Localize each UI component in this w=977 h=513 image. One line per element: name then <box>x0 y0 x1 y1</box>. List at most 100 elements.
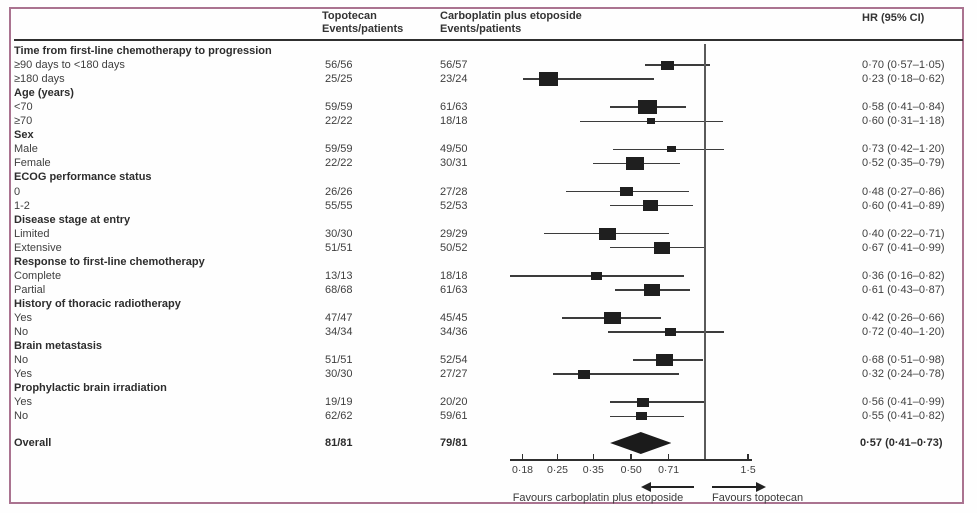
x-axis-tick <box>747 454 749 459</box>
row-topotecan-events: 56/56 <box>325 59 353 71</box>
row-label: No <box>14 354 29 367</box>
group-label-0: Time from first-line chemotherapy to pro… <box>14 45 272 57</box>
row-topotecan-events: 13/13 <box>325 269 353 282</box>
column-header-topotecan: Topotecan <box>322 10 377 22</box>
group-label-1: Age (years) <box>14 87 74 100</box>
hr-point-marker <box>664 328 676 336</box>
row-hr-value: 0·36 (0·16–0·82) <box>862 269 945 282</box>
overall-topotecan-events: 81/81 <box>325 437 353 449</box>
hr-point-marker <box>577 369 590 379</box>
x-axis-tick <box>521 454 524 459</box>
x-axis-tick-label: 0·71 <box>658 464 680 476</box>
x-axis-tick-label: 0·25 <box>546 464 568 476</box>
row-label: ≥90 days to <180 days <box>14 59 125 71</box>
hr-point-marker <box>635 412 647 421</box>
row-label: Partial <box>14 283 46 296</box>
row-label: Extensive <box>14 241 62 254</box>
row-label: Male <box>14 143 38 156</box>
row-label: Female <box>14 157 51 170</box>
row-label: <70 <box>14 101 33 114</box>
row-hr-value: 0·60 (0·41–0·89) <box>862 199 945 212</box>
row-topotecan-events: 19/19 <box>325 396 353 409</box>
x-axis-line <box>510 459 753 461</box>
row-carboplatin-events: 29/29 <box>440 227 468 240</box>
favours-left-arrow-line <box>650 486 694 488</box>
row-hr-value: 0·40 (0·22–0·71) <box>862 227 945 240</box>
ci-whisker <box>645 64 711 66</box>
row-hr-value: 0·60 (0·31–1·18) <box>862 115 945 128</box>
overall-diamond <box>610 432 672 454</box>
column-header-carboplatin: Carboplatin plus etoposide <box>440 10 582 22</box>
column-subheader-topotecan: Events/patients <box>322 23 404 35</box>
hr-point-marker <box>644 283 661 296</box>
row-hr-value: 0·55 (0·41–0·82) <box>862 410 945 423</box>
row-hr-value: 0·72 (0·40–1·20) <box>862 326 945 338</box>
row-label: 0 <box>14 185 21 198</box>
row-carboplatin-events: 61/63 <box>440 101 468 114</box>
group-label-7: Brain metastasis <box>14 340 103 353</box>
row-topotecan-events: 59/59 <box>325 101 353 114</box>
overall-label: Overall <box>14 437 52 449</box>
row-topotecan-events: 34/34 <box>325 326 353 338</box>
row-topotecan-events: 68/68 <box>325 283 353 296</box>
hr-point-marker <box>637 100 657 115</box>
row-carboplatin-events: 56/57 <box>440 59 468 71</box>
ci-whisker <box>610 415 684 418</box>
hr-point-marker <box>590 271 602 280</box>
row-carboplatin-events: 61/63 <box>440 283 468 296</box>
favours-right-arrowhead <box>756 482 766 492</box>
row-label: ≥70 <box>14 115 33 128</box>
row-carboplatin-events: 27/28 <box>440 185 468 198</box>
row-label: Complete <box>14 269 62 282</box>
column-subheader-carboplatin: Events/patients <box>440 23 522 35</box>
hr-point-marker <box>667 146 676 153</box>
row-label: Limited <box>14 227 50 240</box>
row-topotecan-events: 22/22 <box>325 115 353 128</box>
overall-carboplatin-events: 79/81 <box>440 437 468 449</box>
hr-point-marker <box>626 156 645 170</box>
hr-point-marker <box>599 227 616 240</box>
hr-point-marker <box>620 187 634 196</box>
row-carboplatin-events: 27/27 <box>440 368 468 381</box>
x-axis-tick <box>667 454 670 459</box>
ci-whisker <box>610 401 704 403</box>
row-topotecan-events: 55/55 <box>325 199 353 212</box>
row-hr-value: 0·32 (0·24–0·78) <box>862 368 945 381</box>
hr-point-marker <box>637 397 650 407</box>
row-topotecan-events: 51/51 <box>325 354 353 367</box>
group-label-6: History of thoracic radiotherapy <box>14 297 181 310</box>
row-hr-value: 0·67 (0·41–0·99) <box>862 241 945 254</box>
row-hr-value: 0·48 (0·27–0·86) <box>862 185 945 198</box>
hr-point-marker <box>654 241 671 254</box>
row-carboplatin-events: 52/54 <box>440 354 468 367</box>
row-carboplatin-events: 49/50 <box>440 143 468 156</box>
row-hr-value: 0·23 (0·18–0·62) <box>862 73 945 86</box>
x-axis-tick-label: 0·35 <box>582 464 604 476</box>
ci-whisker <box>522 78 655 80</box>
row-carboplatin-events: 52/53 <box>440 199 468 212</box>
favours-right-label: Favours topotecan <box>712 492 804 504</box>
favours-left-arrowhead <box>641 482 651 492</box>
row-hr-value: 0·61 (0·43–0·87) <box>862 283 945 296</box>
row-carboplatin-events: 59/61 <box>440 410 468 423</box>
header-divider-rule <box>14 39 963 41</box>
row-topotecan-events: 59/59 <box>325 143 353 156</box>
x-axis-tick-label: 0·50 <box>620 464 642 476</box>
row-label: No <box>14 410 29 423</box>
row-hr-value: 0·73 (0·42–1·20) <box>862 143 945 156</box>
row-label: 1-2 <box>14 199 30 212</box>
group-label-4: Disease stage at entry <box>14 213 131 226</box>
hr-point-marker <box>643 200 659 212</box>
row-label: Yes <box>14 368 32 381</box>
hr-point-marker <box>646 118 655 125</box>
row-carboplatin-events: 30/31 <box>440 157 468 170</box>
row-label: ≥180 days <box>14 73 65 86</box>
x-axis-tick <box>630 454 632 459</box>
row-label: Yes <box>14 311 32 324</box>
group-label-2: Sex <box>14 129 34 142</box>
row-hr-value: 0·58 (0·41–0·84) <box>862 101 945 114</box>
favours-right-arrow-line <box>712 486 756 488</box>
column-header-hr: HR (95% CI) <box>862 12 925 24</box>
row-carboplatin-events: 20/20 <box>440 396 468 409</box>
